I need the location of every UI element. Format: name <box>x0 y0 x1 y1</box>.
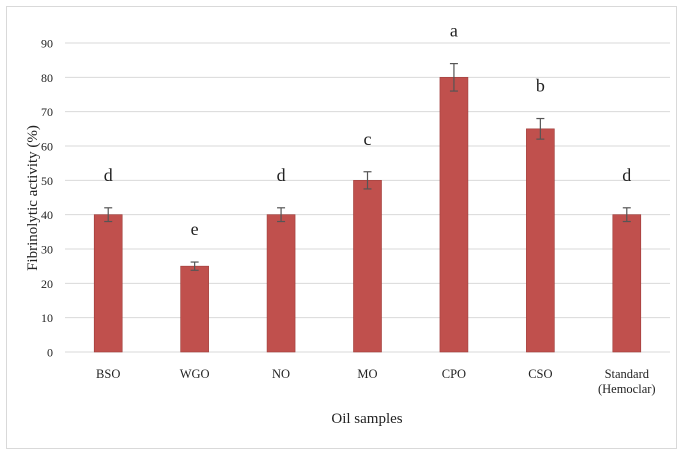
y-tick-label: 50 <box>41 174 53 188</box>
y-tick-label: 30 <box>41 243 53 257</box>
bar <box>93 214 123 353</box>
y-axis-label: Fibrinolytic activity (%) <box>25 125 41 271</box>
error-bar <box>622 207 631 223</box>
x-tick-labels: BSO WGO NO MO CPO CSO Standard (Hemoclar) <box>96 367 656 396</box>
significance-letter: a <box>450 21 458 41</box>
y-tick-label: 70 <box>41 105 53 119</box>
bar <box>526 128 555 353</box>
x-tick-label: CPO <box>442 367 466 381</box>
bar <box>180 265 209 353</box>
error-bar <box>449 62 458 92</box>
y-tick-label: 20 <box>41 277 53 291</box>
significance-letters: d e d c a b d <box>104 21 632 239</box>
y-tick-label: 10 <box>41 311 53 325</box>
significance-letter: d <box>104 165 113 185</box>
y-tick-labels: 0 10 20 30 40 50 60 70 80 90 <box>41 37 53 360</box>
x-tick-label: NO <box>272 367 290 381</box>
error-bar <box>190 261 199 271</box>
error-bar <box>277 207 286 223</box>
grid-lines <box>65 42 670 353</box>
significance-letter: b <box>536 76 545 96</box>
significance-letter: e <box>191 219 199 239</box>
y-tick-label: 60 <box>41 140 53 154</box>
significance-letter: c <box>364 129 372 149</box>
bar <box>612 214 642 353</box>
bar <box>266 214 296 353</box>
error-bar <box>536 117 545 140</box>
error-bar <box>363 171 372 190</box>
error-bar <box>104 207 113 223</box>
x-tick-label: WGO <box>180 367 210 381</box>
x-tick-label: BSO <box>96 367 120 381</box>
y-tick-label: 90 <box>41 37 53 51</box>
y-tick-label: 40 <box>41 208 53 222</box>
y-tick-label: 80 <box>41 71 53 85</box>
y-tick-label: 0 <box>47 346 53 360</box>
bar <box>439 77 469 353</box>
bar <box>353 180 382 353</box>
error-bars <box>104 62 631 271</box>
x-tick-label: MO <box>357 367 377 381</box>
significance-letter: d <box>277 165 286 185</box>
significance-letter: d <box>622 165 631 185</box>
bars <box>93 77 642 353</box>
x-tick-label: CSO <box>528 367 552 381</box>
x-axis-label: Oil samples <box>331 411 402 427</box>
x-tick-label: Standard (Hemoclar) <box>598 367 656 396</box>
